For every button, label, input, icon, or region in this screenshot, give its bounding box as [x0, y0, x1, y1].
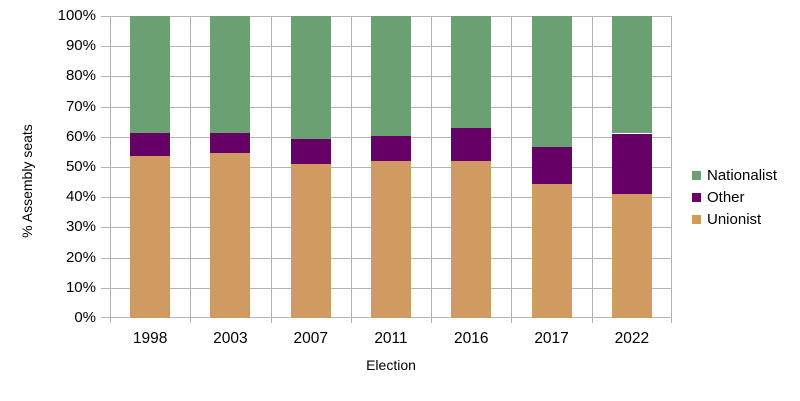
- gridline-vertical: [110, 16, 111, 318]
- gridline-vertical: [511, 16, 512, 318]
- x-axis-tick: [431, 318, 432, 323]
- y-axis-tick: [101, 227, 110, 228]
- x-axis-title: Election: [366, 357, 416, 373]
- x-tick-label: 2016: [454, 330, 489, 347]
- x-axis-tick: [671, 318, 672, 323]
- bar-segment-other: [371, 136, 411, 162]
- bar-segment-nationalist: [210, 16, 250, 134]
- y-tick-label: 10%: [65, 278, 96, 296]
- y-tick-label: 80%: [65, 67, 96, 85]
- legend-label: Other: [707, 189, 745, 206]
- legend-label: Nationalist: [707, 167, 778, 184]
- bar-segment-nationalist: [532, 16, 572, 148]
- y-axis-tick: [101, 288, 110, 289]
- x-axis-tick: [110, 318, 111, 323]
- bar-segment-unionist: [371, 161, 411, 318]
- bar-segment-nationalist: [291, 16, 331, 140]
- y-axis-tick: [101, 258, 110, 259]
- bar-2016: [451, 16, 491, 318]
- gridline-vertical: [271, 16, 272, 318]
- y-tick-label: 40%: [65, 188, 96, 206]
- plot-area: [110, 16, 672, 318]
- y-tick-label: 90%: [65, 37, 96, 55]
- legend-item-other: Other: [692, 190, 777, 205]
- bar-segment-nationalist: [612, 16, 652, 134]
- x-axis-tick: [592, 318, 593, 323]
- bar-segment-other: [532, 147, 572, 184]
- gridline-vertical: [671, 16, 672, 318]
- bar-segment-nationalist: [371, 16, 411, 137]
- bar-segment-other: [451, 127, 491, 162]
- y-axis-tick: [101, 167, 110, 168]
- bar-segment-other: [210, 133, 250, 154]
- bar-2022: [612, 16, 652, 318]
- bar-2017: [532, 16, 572, 318]
- legend-item-nationalist: Nationalist: [692, 168, 777, 183]
- bar-2007: [291, 16, 331, 318]
- y-tick-label: 70%: [65, 97, 96, 115]
- y-axis-tick: [101, 76, 110, 77]
- legend-item-unionist: Unionist: [692, 212, 777, 227]
- y-tick-label: 30%: [65, 218, 96, 236]
- legend-label: Unionist: [707, 211, 762, 228]
- bar-segment-other: [291, 139, 331, 165]
- bar-segment-unionist: [130, 155, 170, 318]
- x-axis-tick: [190, 318, 191, 323]
- bar-2003: [210, 16, 250, 318]
- bar-segment-other: [130, 133, 170, 156]
- bar-segment-nationalist: [451, 16, 491, 128]
- x-axis-tick: [511, 318, 512, 323]
- legend-swatch-icon: [692, 171, 701, 180]
- bar-segment-unionist: [532, 183, 572, 318]
- bar-segment-other: [612, 133, 652, 194]
- x-tick-label: 1998: [132, 330, 168, 347]
- y-tick-label: 100%: [57, 7, 96, 24]
- bar-segment-unionist: [612, 193, 652, 318]
- y-axis-tick: [101, 46, 110, 47]
- bar-segment-unionist: [451, 161, 491, 318]
- bar-2011: [371, 16, 411, 318]
- bar-segment-nationalist: [130, 16, 170, 134]
- x-tick-label: 2022: [614, 330, 650, 347]
- x-tick-label: 2011: [374, 330, 408, 347]
- legend-swatch-icon: [692, 193, 701, 202]
- bar-segment-unionist: [291, 164, 331, 318]
- y-axis-tick: [101, 197, 110, 198]
- legend-swatch-icon: [692, 215, 701, 224]
- bar-segment-unionist: [210, 153, 250, 318]
- x-axis-tick: [351, 318, 352, 323]
- y-axis-tick: [101, 317, 110, 318]
- x-tick-label: 2017: [534, 330, 569, 347]
- y-tick-label: 0%: [74, 309, 96, 326]
- gridline-vertical: [431, 16, 432, 318]
- gridline-vertical: [592, 16, 593, 318]
- x-axis-tick: [271, 318, 272, 323]
- gridline-vertical: [190, 16, 191, 318]
- y-tick-label: 20%: [65, 248, 96, 266]
- legend: Nationalist Other Unionist: [692, 168, 777, 227]
- x-tick-label: 2007: [293, 330, 328, 347]
- y-tick-label: 50%: [65, 158, 96, 175]
- x-tick-label: 2003: [213, 330, 248, 347]
- y-axis-tick: [101, 16, 110, 17]
- y-axis-tick: [101, 137, 110, 138]
- bar-1998: [130, 16, 170, 318]
- gridline-vertical: [351, 16, 352, 318]
- y-axis-tick: [101, 107, 110, 108]
- y-tick-label: 60%: [65, 127, 96, 145]
